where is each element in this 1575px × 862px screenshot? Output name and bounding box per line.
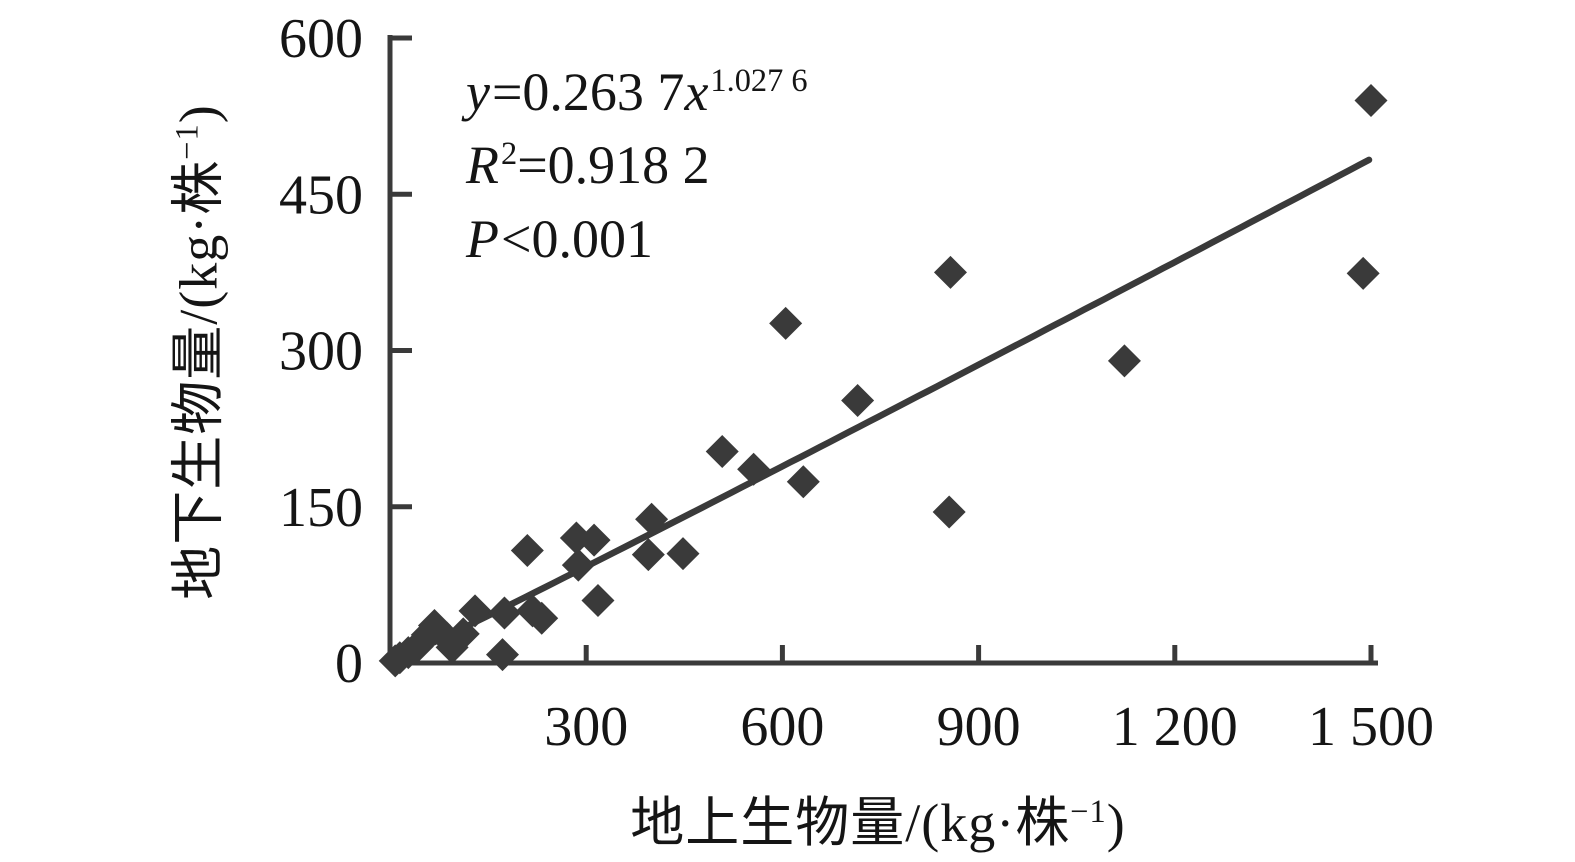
data-point-marker <box>635 502 669 536</box>
data-point-marker <box>577 523 611 557</box>
x-tick-label: 900 <box>937 696 1021 758</box>
y-axis-title-superscript: −1 <box>169 123 206 160</box>
x-axis-title-superscript: −1 <box>1070 794 1107 830</box>
data-point-marker <box>581 584 615 617</box>
x-tick-label: 1 500 <box>1308 696 1434 758</box>
y-tick-label: 0 <box>335 633 363 695</box>
x-tick-label: 1 200 <box>1112 696 1238 758</box>
data-point-marker <box>458 594 492 628</box>
x-axis-title-close: ) <box>1106 793 1126 853</box>
data-point-marker <box>769 306 803 340</box>
r-squared-value: R2=0.918 2 <box>466 129 808 202</box>
data-point-marker <box>1346 256 1380 290</box>
y-tick-label: 300 <box>279 321 363 383</box>
x-tick-label: 300 <box>544 696 628 758</box>
y-axis-title-close: ) <box>168 104 229 124</box>
equation-exponent: 1.027 6 <box>710 63 808 99</box>
data-point-marker <box>705 435 739 469</box>
data-point-marker <box>525 601 559 635</box>
data-point-marker <box>841 384 875 417</box>
data-point-marker <box>631 538 665 572</box>
r-squared-symbol: R <box>466 135 499 196</box>
data-point-marker <box>666 537 700 571</box>
p-value: P<0.001 <box>466 203 808 276</box>
data-point-marker <box>1107 344 1141 378</box>
equation-x-var: x <box>684 62 709 122</box>
x-tick-label: 600 <box>740 696 824 758</box>
x-axis-title-text: 地上生物量/(kg·株 <box>630 793 1071 853</box>
trend-line <box>394 156 1373 663</box>
y-axis-title-text: 地下生物量/(kg·株 <box>168 159 229 600</box>
y-tick-label: 450 <box>279 164 363 226</box>
data-point-marker <box>932 495 966 529</box>
data-point-marker <box>487 596 521 630</box>
regression-annotation: y=0.263 7x1.027 6 R2=0.918 2 P<0.001 <box>466 56 808 276</box>
regression-equation: y=0.263 7x1.027 6 <box>466 56 808 129</box>
data-point-marker <box>485 638 519 672</box>
x-axis-title: 地上生物量/(kg·株−1) <box>630 778 1125 857</box>
data-point-marker <box>786 465 820 499</box>
r-squared-number: =0.918 2 <box>517 135 710 196</box>
equation-y-var: y <box>466 62 490 122</box>
data-point-marker <box>510 534 544 567</box>
data-point-marker <box>1354 84 1388 117</box>
data-point-marker <box>561 548 595 582</box>
data-point-marker <box>446 617 480 651</box>
data-point-marker <box>737 452 771 486</box>
p-number: <0.001 <box>501 208 653 269</box>
data-point-marker <box>933 255 967 289</box>
p-symbol: P <box>466 208 499 269</box>
equation-coefficient: =0.263 7 <box>491 62 685 122</box>
y-axis-title: 地下生物量/(kg·株−1) <box>154 104 233 599</box>
y-tick-label: 150 <box>279 477 363 539</box>
r-squared-superscript: 2 <box>501 136 518 173</box>
y-tick-label: 600 <box>279 8 363 70</box>
